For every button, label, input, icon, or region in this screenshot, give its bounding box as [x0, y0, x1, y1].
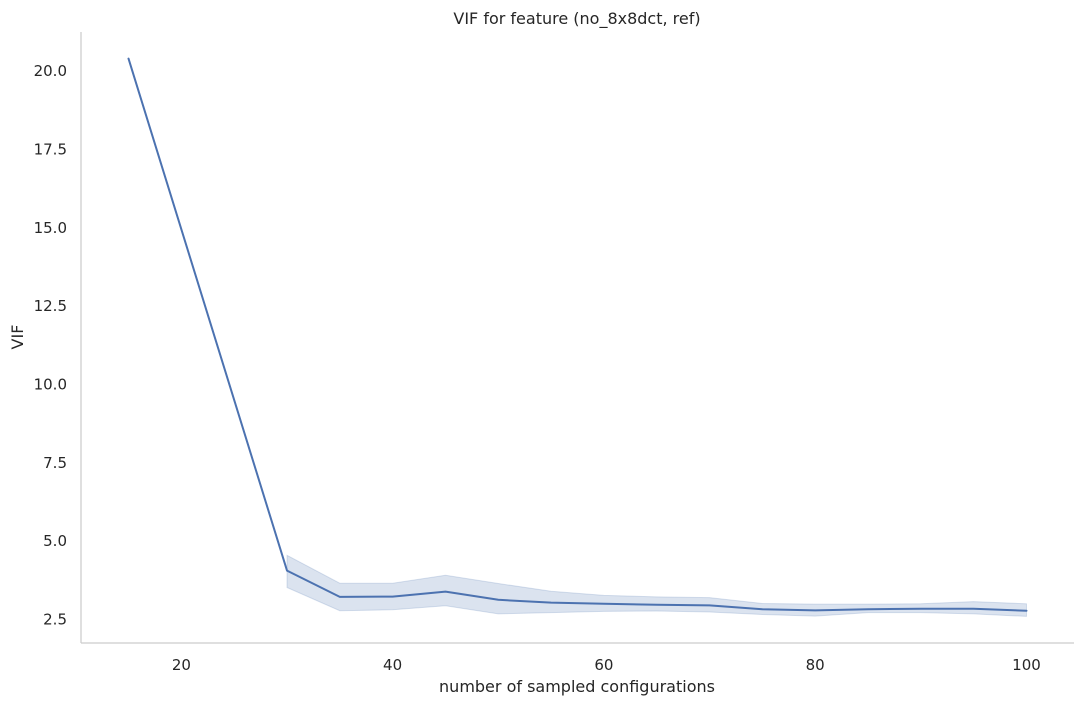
- data-point: [759, 606, 765, 612]
- y-tick-label: 2.5: [43, 611, 67, 629]
- y-tick-label: 5.0: [43, 532, 67, 550]
- data-point: [284, 568, 290, 574]
- data-point: [654, 602, 660, 608]
- data-point: [548, 600, 554, 606]
- data-point: [812, 607, 818, 613]
- y-tick-label: 7.5: [43, 454, 67, 472]
- data-point: [495, 597, 501, 603]
- series-line: [127, 57, 1028, 612]
- data-point: [971, 606, 977, 612]
- x-tick-label: 80: [806, 656, 825, 674]
- data-point: [707, 602, 713, 608]
- plot-area: [126, 56, 1030, 617]
- y-tick-label: 20.0: [34, 62, 67, 80]
- x-tick-label: 40: [383, 656, 402, 674]
- data-point: [1024, 608, 1030, 614]
- y-tick-labels: 2.5 5.0 7.5 10.0 12.5 15.0 17.5 20.0: [34, 62, 67, 628]
- y-tick-label: 17.5: [34, 141, 67, 159]
- x-axis-title: number of sampled configurations: [439, 677, 715, 696]
- data-point: [865, 606, 871, 612]
- x-tick-label: 60: [594, 656, 613, 674]
- data-point: [126, 56, 132, 62]
- x-tick-label: 20: [172, 656, 191, 674]
- y-tick-label: 12.5: [34, 297, 67, 315]
- chart-title: VIF for feature (no_8x8dct, ref): [453, 9, 700, 29]
- data-point: [918, 606, 924, 612]
- confidence-band: [286, 554, 1027, 617]
- data-point: [443, 589, 449, 595]
- data-point: [337, 594, 343, 600]
- y-tick-label: 10.0: [34, 376, 67, 394]
- data-point: [390, 594, 396, 600]
- y-axis-title: VIF: [8, 325, 27, 350]
- data-point: [601, 601, 607, 607]
- y-tick-label: 15.0: [34, 219, 67, 237]
- x-tick-label: 100: [1012, 656, 1041, 674]
- x-tick-labels: 20 40 60 80 100: [172, 656, 1041, 674]
